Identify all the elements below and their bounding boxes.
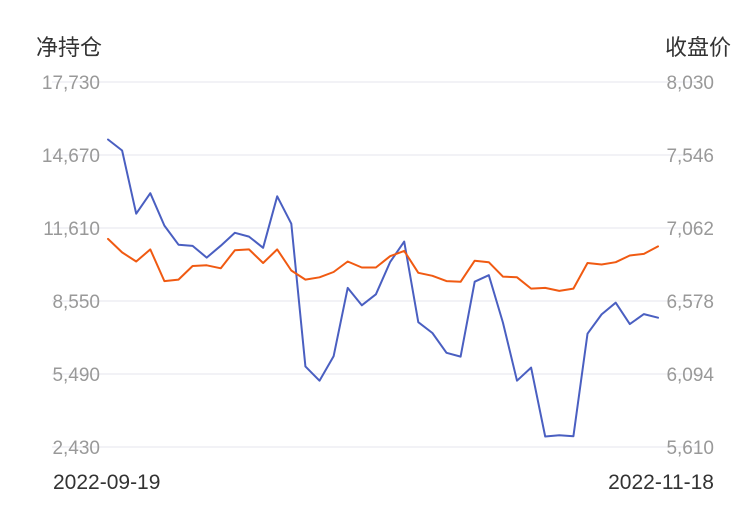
left-tick-label: 2,430 xyxy=(52,438,100,459)
left-axis-ticks: 17,730 14,670 11,610 8,550 5,490 2,430 xyxy=(42,73,100,459)
right-tick-label: 8,030 xyxy=(666,73,714,94)
right-tick-label: 6,578 xyxy=(666,292,714,313)
left-tick-label: 17,730 xyxy=(42,73,100,94)
right-tick-label: 7,062 xyxy=(666,219,714,240)
right-tick-label: 6,094 xyxy=(666,365,714,386)
left-tick-label: 14,670 xyxy=(42,146,100,167)
series-layer xyxy=(107,138,659,438)
right-axis-title: 收盘价 xyxy=(665,36,731,61)
net-position-line xyxy=(107,138,659,438)
x-axis-end-label: 2022-11-18 xyxy=(608,471,714,494)
right-axis-ticks: 8,030 7,546 7,062 6,578 6,094 5,610 xyxy=(666,73,714,459)
right-tick-label: 7,546 xyxy=(666,146,714,167)
right-tick-label: 5,610 xyxy=(666,438,714,459)
gridlines xyxy=(52,81,700,448)
left-tick-label: 8,550 xyxy=(52,292,100,313)
x-axis-start-label: 2022-09-19 xyxy=(53,471,160,494)
close-price-line xyxy=(107,237,659,292)
left-tick-label: 5,490 xyxy=(52,365,100,386)
left-tick-label: 11,610 xyxy=(43,219,100,240)
left-axis-title: 净持仓 xyxy=(36,36,102,61)
